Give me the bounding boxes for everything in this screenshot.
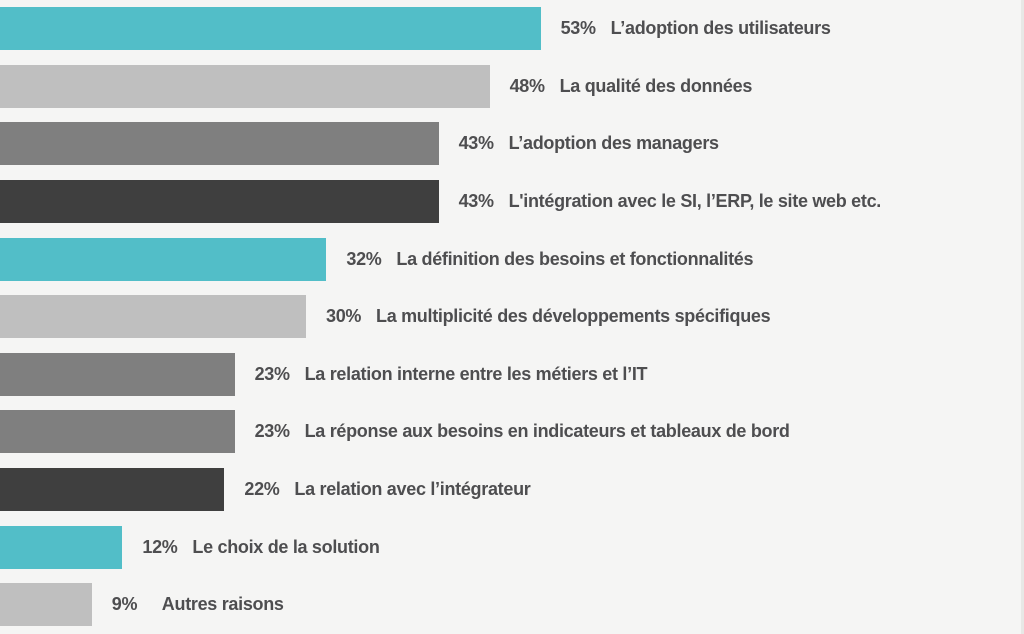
bar-category-label: La qualité des données [559,75,753,96]
bar-row: 9% Autres raisons [0,576,1024,634]
bar [0,180,439,224]
bar-row: 30% La multiplicité des développements s… [0,288,1024,346]
bar-row: 53% L’adoption des utilisateurs [0,0,1024,58]
bar-category-label: La relation interne entre les métiers et… [304,363,648,384]
bar-value-label: 43% [458,133,494,154]
bar-row: 48% La qualité des données [0,58,1024,116]
bar-row: 43% L’adoption des managers [0,115,1024,173]
bar-value-label: 12% [142,536,178,557]
bar-row: 12% Le choix de la solution [0,518,1024,576]
bar-row: 23% La réponse aux besoins en indicateur… [0,403,1024,461]
bar-row: 22% La relation avec l’intégrateur [0,461,1024,519]
bar-value-label: 9% [111,594,138,615]
bar [0,352,235,396]
bar-value-label: 32% [346,248,382,269]
bar-category-label: L’adoption des utilisateurs [610,18,831,39]
bar [0,468,225,512]
bar [0,122,439,166]
bar-value-label: 30% [326,306,362,327]
bar-value-label: 23% [254,363,290,384]
bar-value-label: 53% [560,18,596,39]
bar-category-label: La multiplicité des développements spéci… [376,306,771,327]
bar-row: 43% L'intégration avec le SI, l’ERP, le … [0,173,1024,231]
bar [0,295,306,339]
bar [0,7,541,51]
bar-value-label: 43% [458,191,494,212]
bar-category-label: La réponse aux besoins en indicateurs et… [304,421,790,442]
bar-value-label: 48% [509,75,545,96]
bar-row: 32% La définition des besoins et fonctio… [0,230,1024,288]
bar-row: 23% La relation interne entre les métier… [0,346,1024,404]
bar-category-label: La relation avec l’intégrateur [294,479,531,500]
bar-category-label: Le choix de la solution [192,536,380,557]
bar [0,410,235,454]
bar-value-label: 22% [244,479,280,500]
bar [0,583,92,627]
bar-category-label: Autres raisons [161,594,284,615]
bar-category-label: La définition des besoins et fonctionnal… [396,248,754,269]
bar [0,525,123,569]
right-edge-strip [1021,0,1024,634]
bar [0,237,327,281]
bar-category-label: L’adoption des managers [508,133,719,154]
bar-category-label: L'intégration avec le SI, l’ERP, le site… [508,191,882,212]
bar-value-label: 23% [254,421,290,442]
bar [0,64,490,108]
